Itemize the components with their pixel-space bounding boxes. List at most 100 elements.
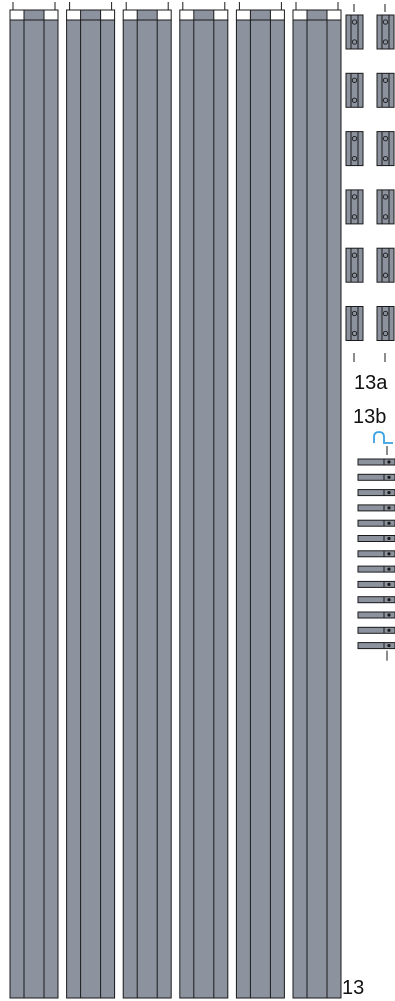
- small-bar: [357, 596, 395, 604]
- hole-icon: [351, 135, 358, 142]
- label-13b: 13b: [353, 406, 386, 428]
- hole-icon: [351, 77, 358, 83]
- small-bar-body: [357, 489, 395, 497]
- small-bar-body: [357, 473, 395, 481]
- hole-icon: [382, 194, 389, 200]
- small-bar-body: [357, 519, 395, 527]
- long-strip: [292, 2, 342, 999]
- long-strip: [122, 2, 172, 999]
- hole-icon: [387, 460, 391, 464]
- short-piece: [345, 189, 364, 225]
- small-bar-body: [357, 550, 395, 558]
- hole-icon: [382, 39, 389, 45]
- small-bar: [357, 473, 395, 481]
- small-bar-body: [357, 580, 395, 588]
- short-piece-body: [345, 306, 364, 341]
- small-bars-group: [357, 446, 395, 661]
- short-piece: [345, 72, 364, 108]
- hole-icon: [351, 194, 358, 200]
- hole-icon: [387, 598, 391, 602]
- hole-icon: [387, 582, 391, 587]
- hole-icon: [382, 77, 389, 83]
- hole-icon: [387, 613, 391, 617]
- hole-icon: [382, 330, 389, 337]
- small-bar: [357, 458, 395, 466]
- hole-icon: [382, 155, 389, 162]
- short-piece: [376, 306, 395, 341]
- hole-icon: [351, 330, 358, 337]
- hole-icon: [382, 252, 389, 258]
- strip-body: [292, 19, 342, 999]
- hole-icon: [387, 475, 391, 479]
- hole-icon: [382, 310, 389, 317]
- hole-icon: [387, 536, 391, 541]
- hole-icon: [351, 214, 358, 220]
- long-strip: [235, 2, 285, 999]
- hook-icon: [373, 431, 393, 444]
- short-piece-body: [376, 247, 395, 283]
- short-piece-body: [376, 131, 395, 167]
- hole-icon: [387, 628, 391, 632]
- long-strip: [179, 2, 229, 999]
- short-piece-body: [345, 72, 364, 108]
- short-piece: [376, 14, 395, 50]
- long-strip: [9, 2, 59, 999]
- small-bar-body: [357, 535, 395, 542]
- hole-icon: [351, 19, 358, 25]
- strip-body: [179, 19, 229, 999]
- strip-cap-center: [193, 9, 215, 21]
- short-piece-body: [376, 72, 395, 108]
- strip-cap-center: [23, 9, 45, 21]
- short-pieces-group: [345, 4, 395, 362]
- short-piece: [345, 306, 364, 341]
- short-piece-body: [376, 189, 395, 225]
- hole-icon: [351, 155, 358, 162]
- short-piece: [345, 131, 364, 167]
- small-bar: [357, 642, 395, 650]
- small-bar: [357, 611, 395, 619]
- strip-cap-center: [136, 9, 158, 21]
- hole-icon: [387, 552, 391, 556]
- small-bar: [357, 550, 395, 558]
- long-strip: [66, 2, 116, 999]
- strip-body: [235, 19, 285, 999]
- short-piece: [345, 14, 364, 50]
- hole-icon: [351, 252, 358, 258]
- short-piece-body: [376, 14, 395, 50]
- hole-icon: [387, 491, 391, 495]
- hole-icon: [387, 567, 391, 571]
- hole-icon: [382, 135, 389, 142]
- small-bar: [357, 489, 395, 497]
- strip-cap-center: [249, 9, 271, 21]
- small-bar-body: [357, 642, 395, 650]
- hole-icon: [382, 97, 389, 103]
- hole-icon: [387, 506, 391, 510]
- strip-cap-center: [80, 9, 102, 21]
- hole-icon: [382, 19, 389, 25]
- short-piece: [376, 131, 395, 167]
- hole-icon: [351, 272, 358, 278]
- hole-icon: [382, 272, 389, 278]
- long-strips-group: [9, 2, 342, 999]
- hole-icon: [387, 521, 391, 525]
- small-bar: [357, 504, 395, 512]
- small-bar-body: [357, 596, 395, 604]
- short-piece: [345, 247, 364, 283]
- label-13: 13: [342, 977, 364, 999]
- small-bar-body: [357, 565, 395, 573]
- strip-body: [9, 19, 59, 999]
- short-piece-body: [345, 131, 364, 167]
- hole-icon: [351, 310, 358, 317]
- small-bar-body: [357, 626, 395, 634]
- small-bar: [357, 519, 395, 527]
- hole-icon: [382, 214, 389, 220]
- small-bar: [357, 580, 395, 588]
- short-piece: [376, 72, 395, 108]
- short-piece: [376, 247, 395, 283]
- small-bar: [357, 565, 395, 573]
- strip-cap-center: [306, 9, 328, 21]
- short-piece: [376, 189, 395, 225]
- small-bar-body: [357, 504, 395, 512]
- label-13a: 13a: [354, 372, 388, 394]
- short-piece-body: [376, 306, 395, 341]
